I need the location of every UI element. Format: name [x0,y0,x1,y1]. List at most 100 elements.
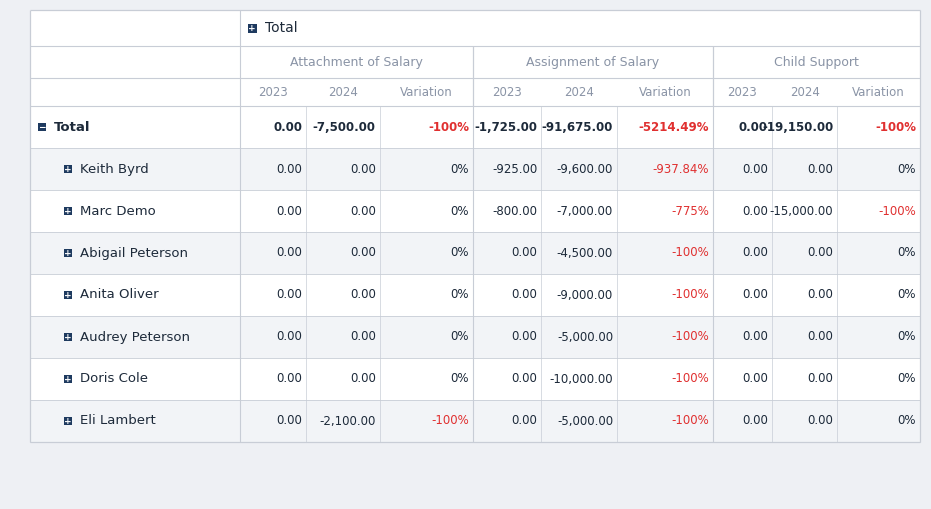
Text: -4,500.00: -4,500.00 [557,246,613,260]
Text: 0.00: 0.00 [277,289,303,301]
Text: -7,000.00: -7,000.00 [557,205,613,217]
Text: -5,000.00: -5,000.00 [557,414,613,428]
Bar [30,10,240,442]
Text: -1,725.00: -1,725.00 [475,121,537,133]
Text: 0.00: 0.00 [807,414,833,428]
Text: 2023: 2023 [492,86,522,99]
Text: 0%: 0% [897,330,916,344]
Text: Anita Oliver: Anita Oliver [80,289,158,301]
Text: -100%: -100% [671,330,709,344]
Text: +: + [64,332,72,342]
Text: +: + [249,23,256,33]
Text: 2023: 2023 [258,86,288,99]
Text: -100%: -100% [671,289,709,301]
Bar [64,207,72,215]
Text: 0.00: 0.00 [277,414,303,428]
Text: 0.00: 0.00 [277,246,303,260]
Text: -9,000.00: -9,000.00 [557,289,613,301]
Text: -800.00: -800.00 [492,205,537,217]
Bar [30,274,240,316]
Bar [64,333,72,341]
Text: 0.00: 0.00 [807,162,833,176]
Text: 0.00: 0.00 [511,414,537,428]
Bar [240,148,920,190]
Text: 0%: 0% [897,246,916,260]
Bar [240,316,920,358]
Bar [30,232,240,274]
Text: Child Support: Child Support [774,55,859,69]
Text: Variation: Variation [639,86,692,99]
Text: -100%: -100% [428,121,469,133]
Bar [30,106,240,148]
Text: Marc Demo: Marc Demo [80,205,155,217]
Bar [248,23,257,33]
Text: 0.00: 0.00 [350,246,376,260]
Bar [64,291,72,299]
Text: 0.00: 0.00 [277,162,303,176]
Text: 0.00: 0.00 [742,205,768,217]
Bar [240,232,920,274]
Text: +: + [64,375,72,383]
Text: -9,600.00: -9,600.00 [557,162,613,176]
Bar [240,10,920,442]
Text: Attachment of Salary: Attachment of Salary [290,55,423,69]
Bar [38,123,46,131]
Text: +: + [64,207,72,215]
Text: Abigail Peterson: Abigail Peterson [80,246,188,260]
Text: Total: Total [265,21,298,35]
Text: 0.00: 0.00 [742,162,768,176]
Text: 0.00: 0.00 [511,373,537,385]
Text: -100%: -100% [671,414,709,428]
Text: 0.00: 0.00 [350,330,376,344]
Text: −: − [38,123,46,131]
Text: 0%: 0% [897,162,916,176]
Text: 0.00: 0.00 [511,289,537,301]
Text: 0%: 0% [897,414,916,428]
Bar [240,190,920,232]
Text: +: + [64,164,72,174]
Text: 0.00: 0.00 [511,330,537,344]
Text: 0.00: 0.00 [742,373,768,385]
Text: 0.00: 0.00 [274,121,303,133]
Text: 0.00: 0.00 [807,373,833,385]
Text: -100%: -100% [671,246,709,260]
Bar [64,249,72,257]
Bar [64,375,72,383]
Bar [30,190,240,232]
Bar [240,274,920,316]
Text: 0.00: 0.00 [350,205,376,217]
Bar [240,358,920,400]
Text: Eli Lambert: Eli Lambert [80,414,155,428]
Text: 0%: 0% [451,373,469,385]
Bar [30,316,240,358]
Text: 2024: 2024 [328,86,358,99]
Bar [64,165,72,173]
Text: 0%: 0% [451,162,469,176]
Text: -7,500.00: -7,500.00 [313,121,376,133]
Text: -5,000.00: -5,000.00 [557,330,613,344]
Text: -100%: -100% [878,205,916,217]
Text: -925.00: -925.00 [492,162,537,176]
Text: -100%: -100% [875,121,916,133]
Text: 0.00: 0.00 [277,330,303,344]
Text: +: + [64,416,72,426]
Text: 0.00: 0.00 [277,373,303,385]
Text: 0.00: 0.00 [742,414,768,428]
Text: -91,675.00: -91,675.00 [542,121,613,133]
Bar [30,400,240,442]
Text: 2024: 2024 [564,86,594,99]
Text: 2024: 2024 [789,86,819,99]
Text: 0.00: 0.00 [739,121,768,133]
Text: 0%: 0% [451,246,469,260]
Text: -5214.49%: -5214.49% [639,121,709,133]
Text: 0%: 0% [451,289,469,301]
Text: 0.00: 0.00 [350,162,376,176]
Bar [240,106,920,148]
Text: 2023: 2023 [728,86,758,99]
Text: +: + [64,291,72,299]
Text: -2,100.00: -2,100.00 [319,414,376,428]
Text: -19,150.00: -19,150.00 [762,121,833,133]
Bar [30,148,240,190]
Text: -775%: -775% [671,205,709,217]
Text: Variation: Variation [400,86,452,99]
